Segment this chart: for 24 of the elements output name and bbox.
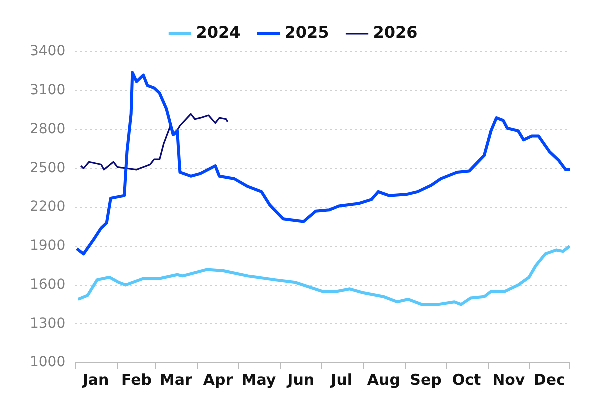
y-tick-label: 1900	[30, 238, 66, 254]
x-tick-label: Jan	[82, 370, 110, 389]
x-tick-label: Nov	[492, 370, 526, 389]
x-tick-label: Apr	[203, 370, 234, 389]
x-tick-label: Dec	[534, 370, 566, 389]
x-tick-label: Mar	[160, 370, 193, 389]
x-tick-label: Aug	[367, 370, 400, 389]
y-tick-label: 2200	[30, 199, 66, 216]
y-tick-label: 3400	[30, 44, 66, 60]
legend-label: 2026	[373, 23, 418, 42]
y-tick-label: 1300	[30, 316, 66, 332]
x-tick-label: Feb	[121, 370, 152, 389]
x-tick-label: Sep	[410, 370, 442, 389]
x-tick-label: Jul	[330, 370, 353, 389]
y-tick-label: 2800	[30, 121, 66, 138]
legend-label: 2025	[284, 23, 330, 42]
y-tick-label: 1600	[30, 276, 66, 293]
y-tick-label: 3100	[30, 82, 66, 99]
legend-label: 2024	[196, 23, 241, 42]
x-tick-label: May	[242, 370, 276, 389]
x-tick-label: Jun	[286, 370, 315, 389]
y-tick-label: 1000	[30, 354, 66, 371]
y-tick-label: 2500	[30, 160, 66, 176]
x-tick-label: Oct	[452, 370, 482, 389]
